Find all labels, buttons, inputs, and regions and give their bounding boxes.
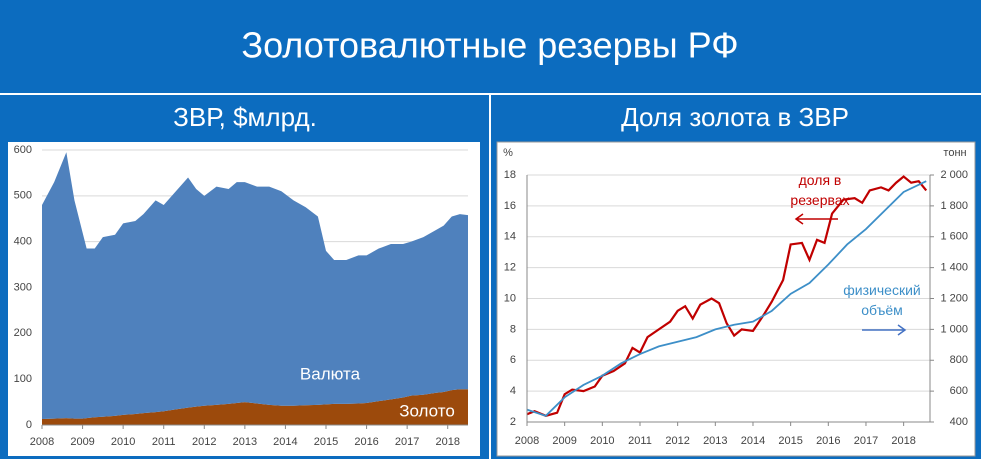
line <box>526 180 927 417</box>
y2-tick-label: 1 600 <box>940 231 968 243</box>
x-tick-label: 2017 <box>395 436 419 448</box>
y-tick-label: 6 <box>510 354 516 366</box>
arrow <box>794 213 838 225</box>
x-tick-label: 2009 <box>70 436 94 448</box>
y-tick-label: 200 <box>14 327 32 339</box>
x-tick-label: 2009 <box>552 435 576 447</box>
series-label: Золото <box>399 401 455 420</box>
arrow <box>862 324 907 336</box>
y2-axis-label: тонн <box>943 147 966 159</box>
x-tick-label: 2014 <box>741 435 765 447</box>
y-tick-label: 12 <box>504 262 516 274</box>
y2-tick-label: 1 200 <box>940 292 968 304</box>
area <box>42 152 468 420</box>
y-tick-label: 10 <box>504 292 516 304</box>
y-tick-label: 0 <box>26 419 32 431</box>
x-tick-label: 2013 <box>233 436 257 448</box>
y-tick-label: 100 <box>14 373 32 385</box>
series-label: Валюта <box>300 364 361 383</box>
y2-tick-label: 400 <box>950 416 968 428</box>
y-tick-label: 16 <box>504 200 516 212</box>
y-tick-label: 300 <box>14 281 32 293</box>
x-tick-label: 2008 <box>30 436 54 448</box>
x-tick-label: 2011 <box>152 436 176 448</box>
y-tick-label: 8 <box>510 323 516 335</box>
y-tick-label: 4 <box>510 385 516 397</box>
y2-tick-label: 800 <box>950 354 968 366</box>
y2-tick-label: 1 400 <box>940 262 968 274</box>
x-tick-label: 2016 <box>816 435 840 447</box>
y-tick-label: 500 <box>14 190 32 202</box>
x-tick-label: 2011 <box>628 435 652 447</box>
page-title: Золотовалютные резервы РФ <box>241 25 738 66</box>
x-tick-label: 2012 <box>665 435 689 447</box>
y2-tick-label: 600 <box>950 385 968 397</box>
y-tick-label: 400 <box>14 236 32 248</box>
x-tick-label: 2016 <box>354 436 378 448</box>
panel-title: Доля золота в ЗВР <box>621 102 849 132</box>
y-tick-label: 18 <box>504 169 516 181</box>
x-tick-label: 2010 <box>111 436 135 448</box>
x-tick-label: 2012 <box>192 436 216 448</box>
panel-title: ЗВР, $млрд. <box>173 102 317 132</box>
x-tick-label: 2017 <box>854 435 878 447</box>
y2-tick-label: 2 000 <box>940 169 968 181</box>
x-tick-label: 2015 <box>778 435 802 447</box>
area <box>42 389 468 425</box>
x-tick-label: 2014 <box>273 436 297 448</box>
x-tick-label: 2013 <box>703 435 727 447</box>
series-label: физический объём <box>843 282 920 318</box>
x-tick-label: 2018 <box>891 435 915 447</box>
y-tick-label: 2 <box>510 416 516 428</box>
y-axis-label: % <box>503 147 513 159</box>
y-tick-label: 14 <box>504 231 516 243</box>
x-tick-label: 2015 <box>314 436 338 448</box>
series-label: доля в резервах <box>790 172 849 208</box>
x-tick-label: 2008 <box>515 435 539 447</box>
line <box>526 175 928 417</box>
y2-tick-label: 1 800 <box>940 200 968 212</box>
x-tick-label: 2018 <box>435 436 459 448</box>
y2-tick-label: 1 000 <box>940 323 968 335</box>
x-tick-label: 2010 <box>590 435 614 447</box>
y-tick-label: 600 <box>14 144 32 156</box>
